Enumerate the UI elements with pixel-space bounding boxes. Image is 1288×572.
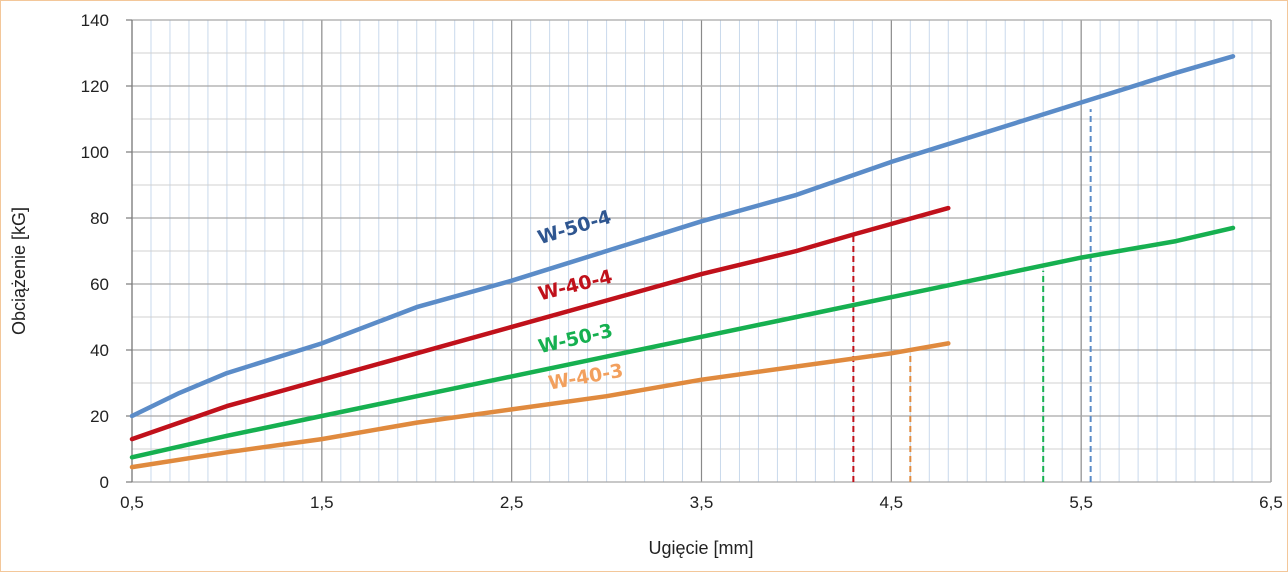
series-line-w-50-3 xyxy=(129,225,1236,460)
series-line-w-40-3 xyxy=(129,341,951,470)
x-tick-label: 4,5 xyxy=(880,493,904,512)
x-tick-label: 2,5 xyxy=(500,493,524,512)
y-tick-label: 80 xyxy=(90,209,109,228)
major-grid xyxy=(126,19,1272,483)
y-tick-label: 140 xyxy=(81,11,109,30)
x-axis-title: Ugięcie [mm] xyxy=(648,538,753,558)
series-label-w-50-4: W-50-4 xyxy=(535,206,614,249)
series-lines xyxy=(129,54,1236,470)
x-tick-labels: 0,5 1,5 2,5 3,5 4,5 5,5 6,5 xyxy=(120,493,1283,512)
series-line-w-50-4 xyxy=(129,54,1236,419)
y-tick-label: 0 xyxy=(100,473,109,492)
x-tick-label: 3,5 xyxy=(690,493,714,512)
x-tick-label: 5,5 xyxy=(1069,493,1093,512)
y-tick-label: 40 xyxy=(90,341,109,360)
x-tick-label: 0,5 xyxy=(120,493,144,512)
x-tick-label: 1,5 xyxy=(310,493,334,512)
y-tick-label: 60 xyxy=(90,275,109,294)
y-tick-label: 100 xyxy=(81,143,109,162)
y-tick-labels: 0 20 40 60 80 100 120 140 xyxy=(81,11,109,492)
series-label-w-50-3: W-50-3 xyxy=(536,320,615,358)
y-tick-label: 20 xyxy=(90,407,109,426)
x-tick-label: 6,5 xyxy=(1259,493,1283,512)
series-line-w-40-4 xyxy=(129,205,951,442)
y-axis-title: Obciążenie [kG] xyxy=(9,207,29,335)
y-tick-label: 120 xyxy=(81,77,109,96)
